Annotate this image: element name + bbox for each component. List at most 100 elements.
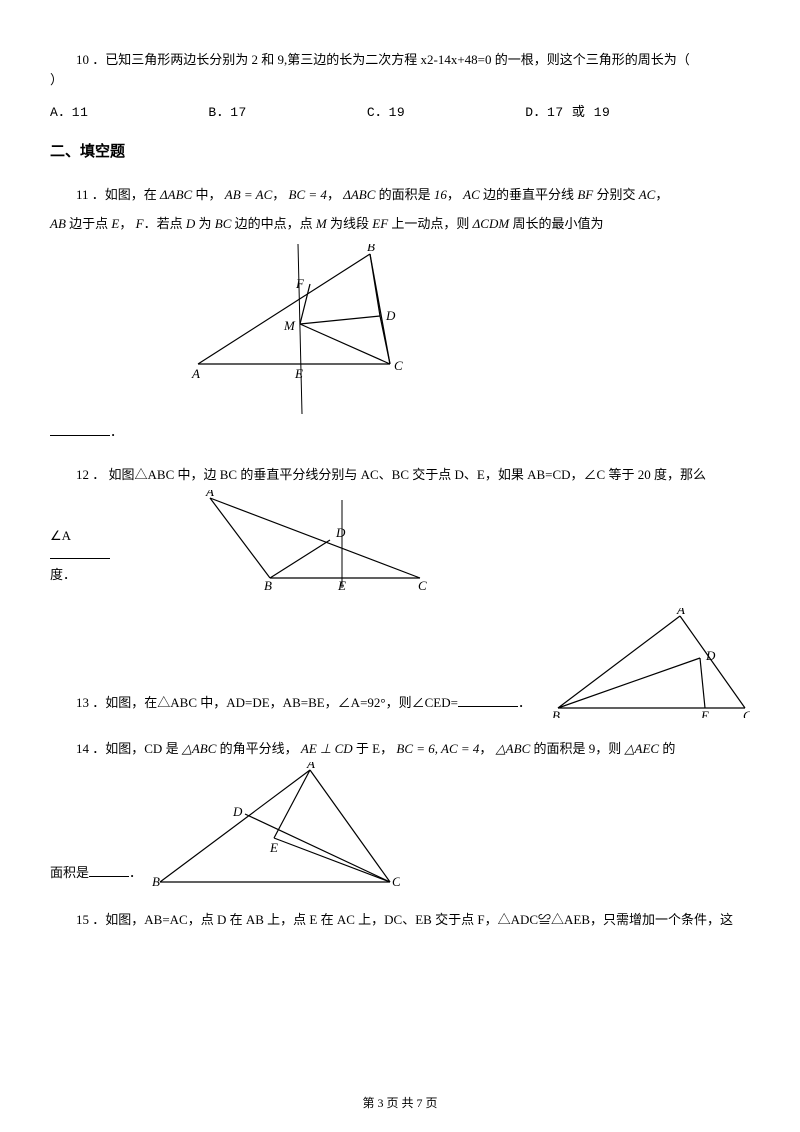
q11-figure: ABCEFMD — [190, 244, 750, 414]
q10-num: 10 ． — [76, 52, 105, 67]
q13-text: 如图，在△ABC 中，AD=DE，AB=BE，∠A=92°，则∠CED= — [105, 695, 458, 710]
triangle-figure-11: ABCEFMD — [190, 244, 420, 414]
q11-cdm: ΔCDM — [473, 216, 510, 231]
q11-t12: ．若点 — [144, 216, 186, 231]
svg-text:B: B — [264, 578, 272, 590]
q11-ac2: AC — [639, 187, 656, 202]
q11-t7: 边的垂直平分线 — [480, 187, 578, 202]
svg-text:E: E — [337, 578, 346, 590]
q11-t16: 上一动点，则 — [388, 216, 473, 231]
q14-t1: 如图，CD 是 — [105, 741, 182, 756]
q11-t6: ， — [447, 187, 460, 202]
svg-text:E: E — [294, 366, 303, 381]
q11-m: M — [316, 216, 327, 231]
q10-opt-c: C．19 — [367, 103, 405, 123]
q13-num: 13 ． — [76, 695, 105, 710]
q12-figure: A B C D E — [170, 490, 430, 590]
triangle-figure-14: ABCDE — [150, 762, 400, 892]
svg-text:B: B — [552, 708, 560, 718]
svg-text:C: C — [418, 578, 427, 590]
q14-eq1: AE ⊥ CD — [301, 741, 353, 756]
svg-text:D: D — [705, 648, 716, 663]
q14-t2: 的角平分线， — [216, 741, 297, 756]
q10-text-a: 已知三角形两边长分别为 2 和 9,第三边的长为二次方程 x2-14x+48=0… — [105, 52, 690, 67]
q11-t4: ， — [327, 187, 340, 202]
q11-eq1: AB = AC — [225, 187, 273, 202]
svg-text:C: C — [743, 708, 750, 718]
q14-t4: ， — [479, 741, 492, 756]
q11-t5: 的面积是 — [375, 187, 430, 202]
q12-stem: 12 ． 如图△ABC 中，边 BC 的垂直平分线分别与 AC、BC 交于点 D… — [50, 465, 750, 485]
q11-t11: ， — [119, 216, 132, 231]
q12-suffix: 度． — [50, 567, 76, 582]
q11-t13: 为 — [195, 216, 215, 231]
question-15: 15 ．如图，AB=AC，点 D 在 AB 上，点 E 在 AC 上，DC、EB… — [50, 910, 750, 930]
q11-blank — [50, 423, 110, 436]
q11-line1: 11 ．如图，在 ΔABC 中， AB = AC， BC = 4， ΔABC 的… — [50, 181, 750, 210]
svg-text:E: E — [700, 708, 709, 718]
triangle-figure-12: A B C D E — [170, 490, 430, 590]
q11-t17: 周长的最小值为 — [509, 216, 603, 231]
q12-answer-line: ∠A 度． — [50, 526, 130, 591]
q11-f: F — [136, 216, 144, 231]
q11-t1: 如图，在 — [105, 187, 157, 202]
q14-line2: 面积是 ． — [50, 860, 150, 892]
question-12: 12 ． 如图△ABC 中，边 BC 的垂直平分线分别与 AC、BC 交于点 D… — [50, 465, 750, 591]
section-2-title: 二、填空题 — [50, 141, 750, 164]
q11-v16: 16 — [434, 187, 447, 202]
q11-t8: 分别交 — [593, 187, 639, 202]
q11-tri1: ΔABC — [160, 187, 192, 202]
svg-text:A: A — [306, 762, 315, 771]
q11-t3: ， — [272, 187, 285, 202]
svg-text:A: A — [191, 366, 200, 381]
q11-t9: ， — [655, 187, 668, 202]
q11-t2: 中， — [192, 187, 221, 202]
svg-text:D: D — [385, 308, 396, 323]
q11-num: 11 ． — [76, 187, 105, 202]
q14-period: ． — [129, 865, 142, 880]
q15-num: 15 ． — [76, 912, 105, 927]
q11-bc: BC — [215, 216, 232, 231]
q11-blank-line: ． — [50, 418, 750, 447]
q14-row: 面积是． ABCDE — [50, 762, 750, 892]
svg-text:A: A — [676, 608, 685, 617]
svg-text:D: D — [232, 804, 243, 819]
q10-options: A．11 B．17 C．19 D．17 或 19 — [50, 103, 750, 123]
q14-figure: ABCDE — [150, 762, 400, 892]
svg-text:C: C — [392, 874, 400, 889]
q11-eq2: BC = 4 — [289, 187, 327, 202]
q11-t10: 边于点 — [66, 216, 112, 231]
svg-text:D: D — [335, 525, 346, 540]
q14-t3: 于 E， — [353, 741, 393, 756]
q12-num: 12 ． — [76, 467, 109, 482]
q14-tri1: △ABC — [182, 741, 217, 756]
question-14: 14 ．如图，CD 是 △ABC 的角平分线， AE ⊥ CD 于 E， BC … — [50, 736, 750, 892]
q11-t15: 为线段 — [327, 216, 373, 231]
question-13: 13 ．如图，在△ABC 中，AD=DE，AB=BE，∠A=92°，则∠CED=… — [50, 608, 750, 718]
q14-prefix: 面积是 — [50, 865, 89, 880]
q11-t14: 边的中点，点 — [231, 216, 316, 231]
svg-text:B: B — [367, 244, 375, 254]
q14-t6: 的 — [659, 741, 675, 756]
q10-stem: 10 ．已知三角形两边长分别为 2 和 9,第三边的长为二次方程 x2-14x+… — [50, 50, 750, 70]
q12-prefix: ∠A — [50, 528, 71, 543]
question-10: 10 ．已知三角形两边长分别为 2 和 9,第三边的长为二次方程 x2-14x+… — [50, 50, 750, 123]
q11-bf: BF — [577, 187, 593, 202]
svg-text:C: C — [394, 358, 403, 373]
triangle-figure-13: A B C D E — [550, 608, 750, 718]
q14-t5: 的面积是 9，则 — [530, 741, 624, 756]
q13-blank — [458, 694, 518, 707]
svg-text:F: F — [295, 276, 305, 291]
q13-figure: A B C D E — [550, 608, 750, 718]
q11-ac: AC — [463, 187, 480, 202]
q14-tri2: △ABC — [496, 741, 531, 756]
q14-line1: 14 ．如图，CD 是 △ABC 的角平分线， AE ⊥ CD 于 E， BC … — [50, 736, 750, 762]
q11-line2: AB 边于点 E， F．若点 D 为 BC 边的中点，点 M 为线段 EF 上一… — [50, 210, 750, 239]
q11-tri2: ΔABC — [343, 187, 375, 202]
page-footer: 第 3 页 共 7 页 — [0, 1094, 800, 1112]
svg-text:B: B — [152, 874, 160, 889]
q10-opt-b: B．17 — [208, 103, 246, 123]
svg-text:A: A — [205, 490, 214, 499]
q14-eq2: BC = 6, AC = 4 — [396, 741, 479, 756]
q12-row: ∠A 度． A B C D E — [50, 490, 750, 590]
